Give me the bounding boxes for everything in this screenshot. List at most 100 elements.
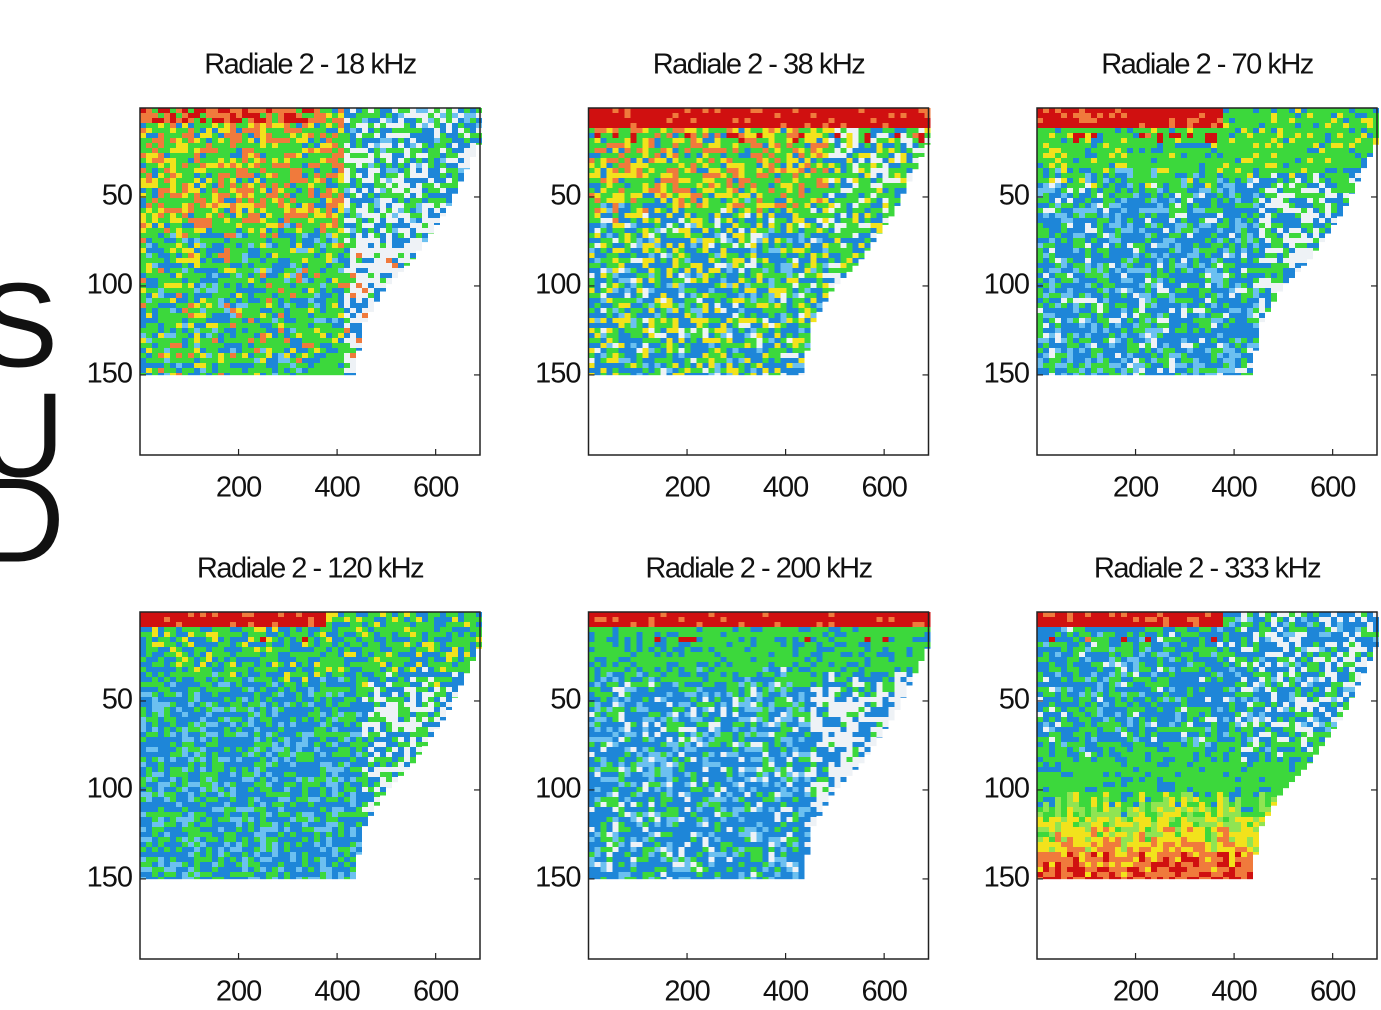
echo-cell xyxy=(745,178,751,183)
echo-cell xyxy=(302,243,308,248)
echo-cell xyxy=(631,168,637,173)
echo-cell xyxy=(679,313,685,318)
echo-cell xyxy=(410,168,416,173)
echo-cell xyxy=(212,268,218,273)
echo-cell xyxy=(595,268,601,273)
echo-cell xyxy=(248,243,254,248)
echo-cell xyxy=(446,128,452,133)
echo-cell xyxy=(152,173,158,178)
echo-cell xyxy=(302,318,308,323)
echo-cell xyxy=(242,323,248,328)
echo-cell xyxy=(344,168,350,173)
echo-cell xyxy=(230,198,236,203)
echo-cell xyxy=(649,328,655,333)
echo-cell xyxy=(775,123,781,128)
echo-cell xyxy=(763,243,769,248)
echo-cell xyxy=(296,243,302,248)
echo-cell xyxy=(194,268,200,273)
echo-cell xyxy=(248,278,254,283)
echo-cell xyxy=(464,143,470,148)
echo-cell xyxy=(170,188,176,193)
echo-cell xyxy=(374,193,380,198)
echo-cell xyxy=(308,173,314,178)
echo-cell xyxy=(236,373,242,375)
echo-cell xyxy=(200,253,206,258)
echo-cell xyxy=(332,283,338,288)
echo-cell xyxy=(236,253,242,258)
echo-cell xyxy=(272,343,278,348)
echo-cell xyxy=(410,223,416,228)
echo-cell xyxy=(218,138,224,143)
echo-cell xyxy=(284,288,290,293)
echo-cell xyxy=(140,118,146,123)
echo-cell xyxy=(392,118,398,123)
echo-cell xyxy=(691,158,697,163)
echo-cell xyxy=(326,323,332,328)
echo-cell xyxy=(667,373,673,375)
echo-cell xyxy=(368,203,374,208)
echo-cell xyxy=(170,253,176,258)
echo-cell xyxy=(362,233,368,238)
echo-cell xyxy=(296,233,302,238)
echo-cell xyxy=(266,203,272,208)
echo-cell xyxy=(697,273,703,278)
echo-cell xyxy=(296,148,302,153)
echo-cell xyxy=(655,238,661,243)
echo-cell xyxy=(200,173,206,178)
echo-cell xyxy=(356,238,362,243)
echo-cell xyxy=(332,323,338,328)
echo-cell xyxy=(619,313,625,318)
echo-cell xyxy=(302,288,308,293)
echo-cell xyxy=(236,193,242,198)
echo-cell xyxy=(260,123,266,128)
echo-cell xyxy=(236,248,242,253)
echo-cell xyxy=(769,113,775,118)
echo-cell xyxy=(757,313,763,318)
echo-cell xyxy=(230,253,236,258)
echo-cell xyxy=(284,148,290,153)
echo-cell xyxy=(320,328,326,333)
echo-cell xyxy=(625,343,631,348)
echo-cell xyxy=(230,333,236,338)
echo-cell xyxy=(601,328,607,333)
echo-cell xyxy=(284,313,290,318)
echo-cell xyxy=(314,148,320,153)
echo-cell xyxy=(422,173,428,178)
echo-cell xyxy=(230,183,236,188)
echo-cell xyxy=(224,278,230,283)
echo-cell xyxy=(661,273,667,278)
echo-cell xyxy=(314,128,320,133)
echo-cell xyxy=(242,153,248,158)
echo-cell xyxy=(236,268,242,273)
echo-cell xyxy=(290,228,296,233)
echo-cell xyxy=(170,373,176,375)
echo-cell xyxy=(164,283,170,288)
echo-cell xyxy=(260,118,266,123)
echo-cell xyxy=(218,193,224,198)
echo-cell xyxy=(248,323,254,328)
echo-cell xyxy=(266,368,272,373)
echo-cell xyxy=(667,333,673,338)
echo-cell xyxy=(284,303,290,308)
echo-cell xyxy=(691,288,697,293)
echo-cell xyxy=(625,313,631,318)
echo-cell xyxy=(320,188,326,193)
echo-cell xyxy=(152,258,158,263)
echo-cell xyxy=(260,158,266,163)
echo-cell xyxy=(637,113,643,118)
echo-cell xyxy=(625,228,631,233)
echo-cell xyxy=(781,188,787,193)
echo-cell xyxy=(362,308,368,313)
echo-cell xyxy=(691,153,697,158)
echo-cell xyxy=(763,318,769,323)
echo-cell xyxy=(739,343,745,348)
echo-cell xyxy=(649,268,655,273)
echo-cell xyxy=(200,318,206,323)
echo-cell xyxy=(146,358,152,363)
echo-cell xyxy=(368,198,374,203)
echo-cell xyxy=(607,333,613,338)
echo-cell xyxy=(182,178,188,183)
echo-cell xyxy=(350,343,356,348)
echo-cell xyxy=(715,328,721,333)
echo-cell xyxy=(140,348,146,353)
